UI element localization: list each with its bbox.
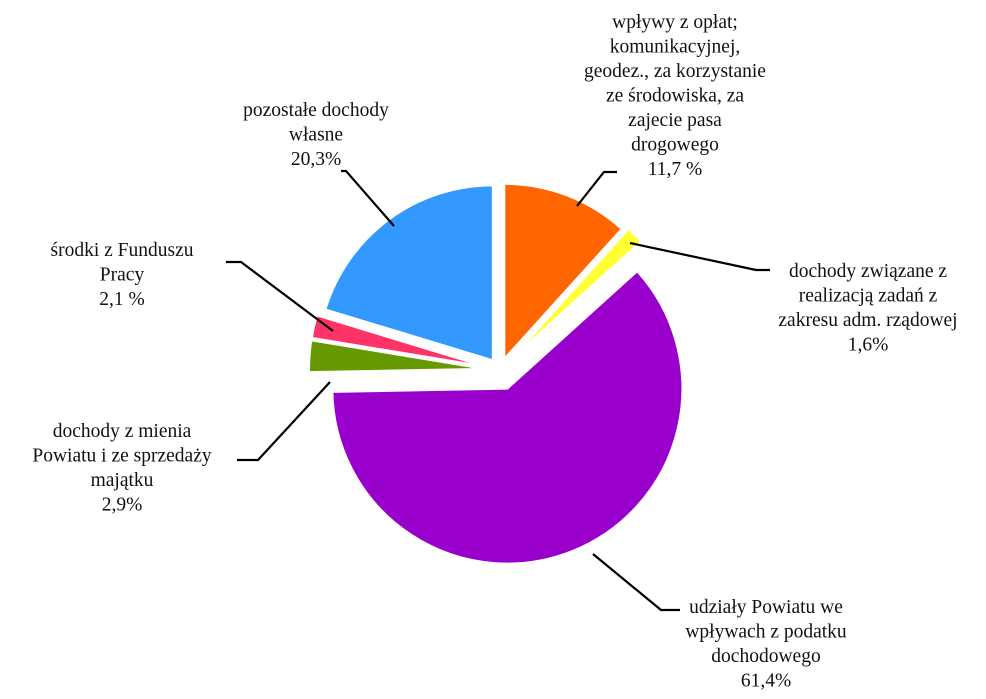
- pie-slice-1: [503, 182, 624, 362]
- slice-label-5-line: środki z Funduszu: [51, 240, 194, 261]
- pie-slice-4: [308, 339, 485, 374]
- leader-line-1: [576, 170, 617, 207]
- pie-slice-2: [510, 227, 643, 360]
- slice-label-4: dochody z mienia Powiatu i ze sprzedaży ma…: [32, 421, 211, 516]
- slice-label-3-line: 61,4%: [741, 671, 791, 692]
- pie-slice-5: [310, 314, 485, 368]
- slice-label-2-line: 1,6%: [848, 335, 889, 356]
- slice-label-4-line: Powiatu i ze sprzedaży: [32, 446, 211, 467]
- slice-label-1-line: komunikacyjnej,: [610, 37, 741, 58]
- slice-label-2-line: realizacją zadań z: [799, 286, 938, 307]
- slice-label-6-line: 20,3%: [291, 149, 341, 170]
- slice-label-5-line: 2,1 %: [99, 289, 145, 310]
- slices-layer: [308, 182, 684, 565]
- slice-label-5-line: Pracy: [100, 265, 145, 286]
- slice-label-6-line: własne: [289, 125, 343, 146]
- slice-label-5: środki z Funduszu Pracy 2,1 %: [51, 240, 194, 310]
- slice-label-1-line: geodez., za korzystanie: [584, 61, 766, 82]
- leader-line-4: [237, 381, 331, 462]
- leader-lines-layer: [226, 169, 770, 612]
- slice-label-3-line: udziały Powiatu we: [689, 597, 843, 618]
- slice-label-2-line: dochody związane z: [789, 261, 947, 282]
- slice-label-4-line: dochody z mienia: [53, 421, 192, 442]
- leader-line-6: [341, 169, 395, 227]
- slice-label-1-line: drogowego: [631, 135, 719, 156]
- slice-label-3-line: wpływach z podatku: [685, 622, 847, 643]
- slice-label-2: dochody związane z realizacją zadań z zakr…: [778, 261, 957, 356]
- slice-label-3-line: dochodowego: [711, 646, 820, 667]
- slice-label-1-line: ze środowiska, za: [606, 86, 744, 107]
- leader-line-3: [592, 553, 680, 612]
- labels-layer: wpływy z opłat; komunikacyjnej, geodez., z…: [32, 12, 957, 692]
- slice-label-4-line: 2,9%: [102, 495, 143, 516]
- slice-label-6: pozostałe dochody własne 20,3%: [243, 100, 389, 170]
- slice-label-1: wpływy z opłat; komunikacyjnej, geodez., z…: [584, 12, 766, 180]
- slice-label-2-line: zakresu adm. rządowej: [778, 310, 957, 331]
- slice-label-1-line: 11,7 %: [648, 159, 703, 180]
- slice-label-1-line: wpływy z opłat;: [612, 12, 738, 33]
- slice-label-3: udziały Powiatu we wpływach z podatku doch…: [685, 597, 847, 692]
- slice-label-1-line: zajecie pasa: [628, 110, 722, 131]
- leader-line-2: [629, 241, 770, 272]
- slice-label-4-line: majątku: [91, 470, 154, 491]
- pie-slice-3: [331, 269, 684, 565]
- leader-line-5: [226, 260, 334, 332]
- slice-label-6-line: pozostałe dochody: [243, 100, 389, 121]
